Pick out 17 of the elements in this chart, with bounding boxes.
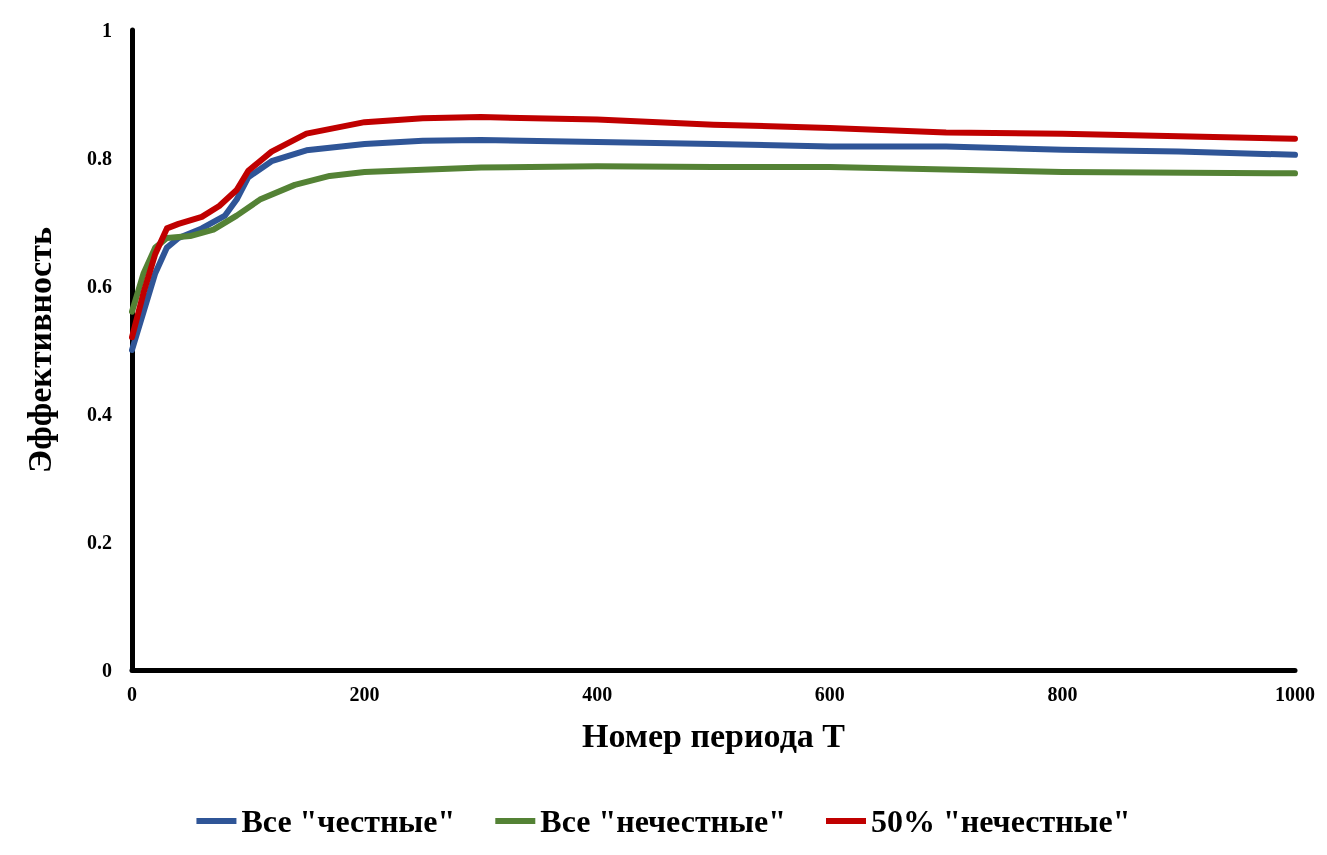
y-tick-label: 0.6 [87, 275, 112, 297]
x-tick-label: 200 [349, 683, 380, 705]
x-tick-label: 1000 [1275, 683, 1315, 705]
y-tick-label: 0 [102, 659, 112, 681]
x-tick-label: 400 [582, 683, 613, 705]
y-tick-label: 0.4 [87, 403, 112, 425]
x-tick-label: 600 [814, 683, 845, 705]
legend-label: Все "честные" [241, 803, 456, 839]
x-axis-title: Номер периода T [581, 716, 846, 754]
legend-label: Все "нечестные" [540, 803, 786, 839]
x-tick-label: 800 [1047, 683, 1078, 705]
y-tick-label: 1 [102, 19, 112, 41]
y-tick-label: 0.2 [87, 531, 112, 553]
y-tick-label: 0.8 [87, 147, 112, 169]
legend-label: 50% "нечестные" [871, 803, 1131, 839]
y-axis-title: Эффективность [20, 227, 58, 473]
x-tick-label: 0 [127, 683, 137, 705]
